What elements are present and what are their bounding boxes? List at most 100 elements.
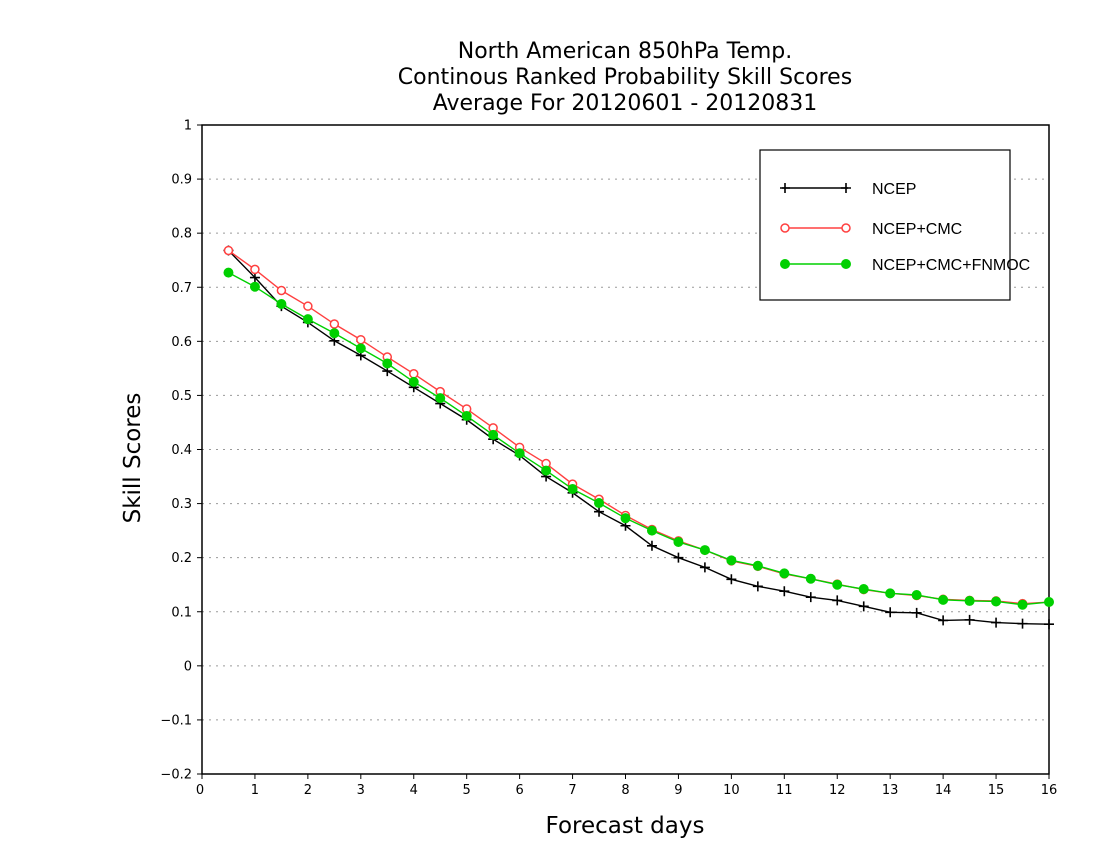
x-tick-label: 10 [723, 783, 740, 798]
data-point-ncep [699, 562, 710, 573]
legend-marker-end [841, 223, 851, 233]
data-point-ncep-cmc [303, 301, 313, 311]
data-point-ncep-cmc-fnmoc [885, 588, 896, 599]
data-point-ncep-cmc-fnmoc [726, 555, 737, 566]
data-point-ncep [249, 272, 260, 283]
data-point-ncep-cmc-fnmoc [858, 584, 869, 595]
x-tick-label: 2 [304, 783, 312, 798]
data-point-ncep-cmc-fnmoc [223, 267, 234, 278]
series-line-ncep [227, 249, 1050, 625]
x-tick-label: 6 [515, 783, 523, 798]
title-line-2: Continous Ranked Probability Skill Score… [398, 65, 852, 90]
gridlines [202, 178, 1049, 721]
x-tick-label: 16 [1041, 783, 1058, 798]
legend-marker-start [780, 223, 790, 233]
x-tick-label: 11 [776, 783, 793, 798]
data-point-ncep-cmc-fnmoc [779, 568, 790, 579]
chart-title: North American 850hPa Temp. Continous Ra… [398, 39, 852, 116]
series-ncep-cmc [223, 245, 1054, 609]
x-tick-label: 13 [882, 783, 899, 798]
data-point-ncep [779, 586, 790, 597]
data-point-ncep-cmc-fnmoc [752, 560, 763, 571]
y-tick-label: 0.6 [171, 335, 192, 350]
y-tick-label: −0.1 [160, 713, 192, 728]
data-point-ncep-cmc-fnmoc [382, 358, 393, 369]
legend-box [759, 149, 1011, 301]
y-tick-label: 0.4 [171, 443, 192, 458]
x-tick-label: 3 [357, 783, 365, 798]
x-tick-label: 12 [829, 783, 846, 798]
y-tick-label: 0.8 [171, 227, 192, 242]
data-point-ncep-cmc [329, 319, 340, 329]
data-point-ncep-cmc [223, 245, 234, 256]
data-point-ncep-cmc-fnmoc [329, 328, 340, 339]
data-point-ncep [673, 552, 684, 563]
series-line-ncep-cmc-fnmoc [228, 272, 1050, 606]
data-point-ncep-cmc [276, 285, 287, 296]
x-tick-label: 1 [251, 783, 259, 798]
y-axis-ticks: −0.2 −0.1 0 0.1 0.2 0.3 0.4 0.5 0.6 0.7 0.8 0.9 1 [160, 119, 202, 783]
data-point-ncep-cmc-fnmoc [832, 579, 843, 590]
data-point-ncep-cmc-fnmoc [938, 594, 949, 605]
legend-label: NCEP+CMC [872, 221, 962, 238]
y-tick-label: 0 [184, 659, 192, 674]
data-point-ncep [858, 601, 869, 612]
x-tick-label: 5 [463, 783, 471, 798]
data-point-ncep-cmc-fnmoc [594, 498, 605, 509]
y-tick-label: 1 [184, 119, 192, 134]
data-point-ncep-cmc [409, 369, 419, 379]
data-point-ncep [1017, 618, 1028, 629]
legend-marker-start [780, 259, 790, 269]
series-line-ncep-cmc [228, 249, 1050, 605]
x-tick-label: 7 [568, 783, 576, 798]
y-tick-label: 0.5 [171, 389, 192, 404]
data-point-ncep [752, 581, 763, 592]
data-point-ncep [832, 595, 843, 606]
legend-item-ncep-cmc-fnmoc: NCEP+CMC+FNMOC [780, 257, 1030, 274]
x-tick-label: 9 [674, 783, 682, 798]
data-point-ncep-cmc-fnmoc [964, 595, 975, 606]
x-axis-ticks: 0 1 2 3 4 5 6 7 8 9 10 11 12 13 14 15 16 [196, 774, 1057, 798]
series-layer [223, 245, 1054, 630]
y-tick-label: 0.9 [171, 173, 192, 188]
legend-label: NCEP [872, 181, 916, 198]
y-tick-label: 0.2 [171, 551, 192, 566]
data-point-ncep [911, 607, 922, 618]
data-point-ncep-cmc-fnmoc [1044, 597, 1054, 608]
data-point-ncep [885, 607, 896, 618]
x-tick-label: 4 [410, 783, 418, 798]
data-point-ncep-cmc-fnmoc [355, 343, 366, 354]
data-point-ncep-cmc-fnmoc [302, 314, 313, 325]
data-point-ncep-cmc-fnmoc [408, 376, 419, 387]
legend-marker-end [841, 259, 851, 269]
data-point-ncep-cmc-fnmoc [435, 393, 446, 404]
data-point-ncep [991, 617, 1002, 628]
data-point-ncep-cmc-fnmoc [488, 429, 499, 440]
data-point-ncep-cmc-fnmoc [541, 465, 552, 476]
title-line-1: North American 850hPa Temp. [458, 39, 793, 64]
y-axis-label: Skill Scores [120, 393, 146, 524]
series-ncep-cmc-fnmoc [223, 267, 1054, 610]
legend-marker-end [841, 183, 851, 193]
data-point-ncep-cmc [250, 264, 260, 275]
x-tick-label: 14 [935, 783, 952, 798]
legend-item-ncep-cmc: NCEP+CMC [780, 221, 962, 238]
data-point-ncep-cmc-fnmoc [911, 589, 922, 600]
x-tick-label: 8 [621, 783, 629, 798]
y-tick-label: 0.3 [171, 497, 192, 512]
data-point-ncep [964, 614, 975, 625]
data-point-ncep [938, 615, 949, 626]
data-point-ncep-cmc-fnmoc [805, 573, 816, 584]
data-point-ncep-cmc-fnmoc [567, 483, 578, 494]
data-point-ncep [726, 574, 737, 585]
data-point-ncep-cmc-fnmoc [991, 596, 1002, 607]
data-point-ncep-cmc-fnmoc [673, 536, 684, 547]
data-point-ncep-cmc-fnmoc [646, 525, 657, 536]
legend-label: NCEP+CMC+FNMOC [872, 257, 1030, 274]
y-tick-label: 0.7 [171, 281, 192, 296]
x-tick-label: 0 [196, 783, 204, 798]
data-point-ncep-cmc-fnmoc [249, 281, 260, 292]
data-point-ncep-cmc-fnmoc [461, 410, 472, 421]
data-point-ncep-cmc-fnmoc [514, 448, 525, 459]
y-tick-label: −0.2 [160, 768, 192, 783]
